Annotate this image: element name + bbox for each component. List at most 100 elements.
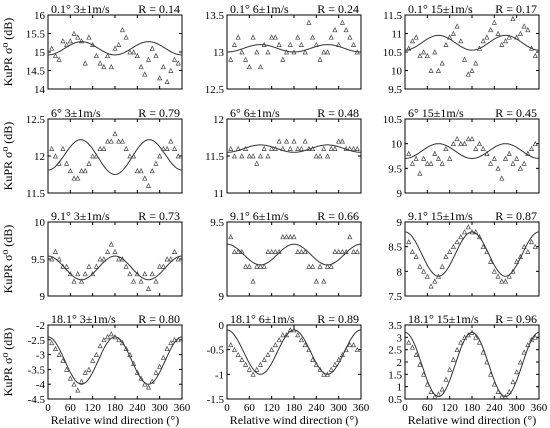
data-point xyxy=(291,327,297,333)
data-point xyxy=(104,52,111,59)
data-point xyxy=(473,145,479,151)
data-point xyxy=(250,371,256,377)
y-tick-label: 9 xyxy=(219,291,225,303)
panel-r-label: R = 0.80 xyxy=(138,312,180,326)
data-point xyxy=(488,371,494,377)
data-point xyxy=(145,56,152,62)
data-point xyxy=(52,52,59,59)
data-point xyxy=(517,30,523,36)
x-tick-label: 360 xyxy=(174,402,191,414)
data-point xyxy=(127,351,133,357)
data-point xyxy=(175,256,181,262)
data-point xyxy=(532,140,538,147)
data-point xyxy=(142,271,148,277)
panel-12: 0.511.522.533.5 0 60 120 180 240 300 360 18.1° 1… xyxy=(388,312,548,414)
data-point xyxy=(257,153,264,159)
data-point xyxy=(417,361,423,367)
data-point xyxy=(104,248,111,254)
data-point xyxy=(298,248,305,254)
y-tick-label: 11.5 xyxy=(205,151,224,163)
data-point xyxy=(336,138,342,144)
data-point xyxy=(112,45,118,51)
data-point xyxy=(447,366,453,372)
fit-curve xyxy=(226,243,362,266)
data-point xyxy=(465,135,471,142)
data-point xyxy=(101,64,107,70)
fit-curve xyxy=(47,139,183,176)
data-point xyxy=(424,273,430,279)
data-point xyxy=(60,263,66,269)
data-point xyxy=(56,160,62,166)
data-point xyxy=(528,337,535,343)
data-point xyxy=(428,283,434,289)
data-point xyxy=(160,145,166,151)
data-point xyxy=(328,263,334,269)
data-point xyxy=(272,145,278,151)
data-point xyxy=(409,248,416,254)
data-point xyxy=(450,30,456,36)
data-point xyxy=(64,41,70,47)
data-point xyxy=(160,64,166,70)
data-point xyxy=(350,145,357,151)
data-point xyxy=(506,150,512,156)
data-point xyxy=(175,337,181,343)
data-point xyxy=(228,341,234,348)
data-point xyxy=(439,386,445,392)
data-point xyxy=(108,241,114,247)
data-point xyxy=(131,360,137,366)
data-point xyxy=(138,278,144,284)
data-point xyxy=(480,349,486,355)
data-point xyxy=(310,145,316,151)
data-point xyxy=(417,170,423,176)
data-point xyxy=(510,15,516,22)
data-point xyxy=(495,30,501,36)
data-point xyxy=(525,341,531,348)
data-point xyxy=(317,263,323,269)
panel-frame xyxy=(47,118,183,194)
data-point xyxy=(101,256,107,262)
data-point xyxy=(510,160,516,166)
data-point xyxy=(131,278,137,284)
data-point xyxy=(432,49,438,55)
col-xlabel: Relative wind direction (°) xyxy=(408,413,536,427)
data-point xyxy=(246,153,252,159)
data-point xyxy=(324,263,331,269)
data-point xyxy=(168,256,174,262)
y-tick-label: 10.5 xyxy=(383,47,403,59)
x-tick-label: 300 xyxy=(330,402,347,414)
data-point xyxy=(175,153,181,159)
data-point xyxy=(339,248,345,254)
data-point xyxy=(528,238,535,245)
panel-label: 6° 6±1m/s xyxy=(230,106,280,120)
data-point xyxy=(250,278,256,284)
data-point xyxy=(480,243,486,250)
data-point xyxy=(56,56,62,62)
data-point xyxy=(313,153,319,159)
y-tick-label: 14.5 xyxy=(26,66,46,78)
x-tick-label: 300 xyxy=(508,402,525,414)
fit-curve xyxy=(404,231,540,277)
y-tick-label: 9 xyxy=(40,291,46,303)
panel-6: 9 9.5 10 10.5 6° 15±1m/s R = 0.45 xyxy=(383,106,540,200)
data-point xyxy=(134,369,140,375)
data-point xyxy=(82,60,88,66)
panel-frame xyxy=(404,118,540,194)
data-point xyxy=(78,278,85,284)
data-point xyxy=(90,153,96,159)
y-tick-label: 9.5 xyxy=(388,163,402,175)
data-point xyxy=(491,155,497,161)
data-point xyxy=(298,145,305,151)
data-point xyxy=(458,140,464,147)
data-point xyxy=(153,278,159,284)
data-point xyxy=(491,268,497,274)
data-point xyxy=(465,332,471,338)
data-point xyxy=(310,263,316,269)
data-point xyxy=(354,346,360,353)
data-point xyxy=(67,271,73,277)
data-point xyxy=(521,23,527,29)
panel-frame xyxy=(226,118,362,194)
data-point xyxy=(506,273,512,279)
data-point xyxy=(157,153,163,159)
panel-label: 18.1° 3±1m/s xyxy=(51,312,116,326)
